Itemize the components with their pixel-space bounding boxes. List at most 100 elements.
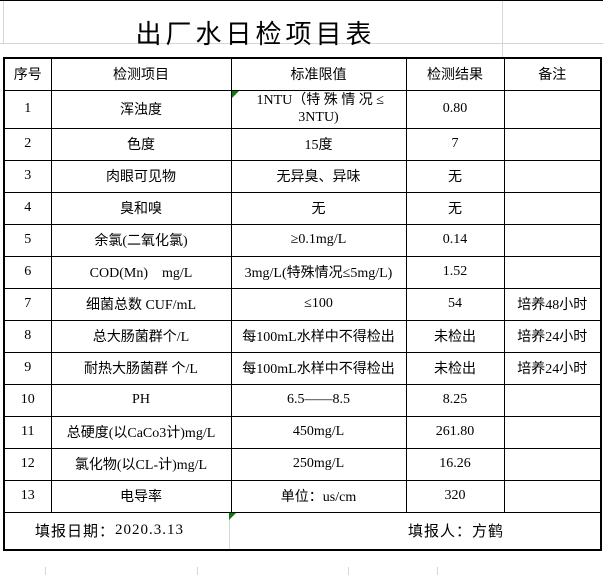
report-date-value: 2020.3.13 [115, 522, 185, 539]
cell-standard[interactable]: 1NTU（特 殊 情 况 ≤ 3NTU) [230, 89, 407, 129]
cell-note[interactable] [503, 479, 602, 513]
table-row: 13 电导率 单位：us/cm 320 [3, 479, 602, 513]
col-header-note[interactable]: 备注 [503, 57, 602, 91]
gridline-stub [348, 567, 349, 575]
cell-item[interactable]: 耐热大肠菌群 个/L [50, 351, 232, 385]
cell-no[interactable]: 2 [3, 127, 52, 161]
cell-result[interactable]: 未检出 [405, 351, 505, 385]
cell-note[interactable] [503, 383, 602, 417]
cell-no[interactable]: 10 [3, 383, 52, 417]
table-row: 2 色度 15度 7 [3, 127, 602, 161]
cell-standard[interactable]: 每100mL水样中不得检出 [230, 319, 407, 353]
cell-standard[interactable]: 250mg/L [230, 447, 407, 481]
cell-note[interactable] [503, 415, 602, 449]
top-border-line [0, 0, 603, 1]
report-date[interactable]: 填报日期： 2020.3.13 [35, 513, 185, 549]
table-row: 4 臭和嗅无无 [3, 191, 602, 225]
cell-item[interactable]: COD(Mn) mg/L [50, 255, 232, 289]
cell-result[interactable]: 0.80 [405, 89, 505, 129]
cell-no[interactable]: 5 [3, 223, 52, 257]
gridline-vertical [3, 1, 4, 43]
cell-standard[interactable]: 单位：us/cm [230, 479, 407, 513]
cell-no[interactable]: 11 [3, 415, 52, 449]
cell-note[interactable]: 培养48小时 [503, 287, 602, 321]
reporter-label: 填报人： [407, 524, 472, 541]
cell-item[interactable]: 总大肠菌群个/L [50, 319, 232, 353]
cell-result[interactable]: 无 [405, 191, 505, 225]
col-header-result[interactable]: 检测结果 [405, 57, 505, 91]
cell-no[interactable]: 12 [3, 447, 52, 481]
cell-result[interactable]: 8.25 [405, 383, 505, 417]
table-row: 1 浑浊度 1NTU（特 殊 情 况 ≤ 3NTU) 0.80 [3, 89, 602, 129]
col-header-item[interactable]: 检测项目 [50, 57, 232, 91]
cell-item[interactable]: 肉眼可见物 [50, 159, 232, 193]
footer-cell-gridline [229, 513, 230, 549]
cell-note[interactable] [503, 159, 602, 193]
cell-standard[interactable]: 15度 [230, 127, 407, 161]
cell-no[interactable]: 3 [3, 159, 52, 193]
table-row: 9 耐热大肠菌群 个/L 每100mL水样中不得检出 未检出 培养24小时 [3, 351, 602, 385]
cell-item[interactable]: 色度 [50, 127, 232, 161]
table-row: 11 总硬度(以CaCo3计)mg/L 450mg/L 261.80 [3, 415, 602, 449]
cell-standard[interactable]: 无 [230, 191, 407, 225]
cell-standard[interactable]: 每100mL水样中不得检出 [230, 351, 407, 385]
table-row: 8 总大肠菌群个/L 每100mL水样中不得检出 未检出 培养24小时 [3, 319, 602, 353]
cell-note[interactable] [503, 255, 602, 289]
cell-item[interactable]: 臭和嗅 [50, 191, 232, 225]
cell-item[interactable]: 余氯(二氧化氯) [50, 223, 232, 257]
cell-item[interactable]: 细菌总数 CUF/mL [50, 287, 232, 321]
cell-item[interactable]: 浑浊度 [50, 89, 232, 129]
cell-note[interactable] [503, 223, 602, 257]
col-header-standard[interactable]: 标准限值 [230, 57, 407, 91]
cell-note[interactable] [503, 89, 602, 129]
cell-no[interactable]: 1 [3, 89, 52, 129]
page-title[interactable]: 出厂水日检项目表 [135, 19, 376, 49]
cell-result[interactable]: 7 [405, 127, 505, 161]
cell-item[interactable]: PH [50, 383, 232, 417]
cell-standard[interactable]: 450mg/L [230, 415, 407, 449]
cell-no[interactable]: 6 [3, 255, 52, 289]
table-row: 7 细菌总数 CUF/mL ≤100 54 培养48小时 [3, 287, 602, 321]
cell-result[interactable]: 1.52 [405, 255, 505, 289]
cell-note[interactable] [503, 191, 602, 225]
cell-no[interactable]: 7 [3, 287, 52, 321]
gridline-stub [437, 567, 438, 575]
cell-note[interactable]: 培养24小时 [503, 319, 602, 353]
cell-no[interactable]: 9 [3, 351, 52, 385]
cell-item[interactable]: 总硬度(以CaCo3计)mg/L [50, 415, 232, 449]
cell-note[interactable] [503, 127, 602, 161]
cell-result[interactable]: 16.26 [405, 447, 505, 481]
cell-result[interactable]: 261.80 [405, 415, 505, 449]
cell-result[interactable]: 320 [405, 479, 505, 513]
error-indicator-icon [232, 91, 239, 98]
error-indicator-icon [229, 513, 236, 520]
cell-result[interactable]: 54 [405, 287, 505, 321]
gridline-stub [197, 567, 198, 575]
cell-result[interactable]: 无 [405, 159, 505, 193]
col-header-no[interactable]: 序号 [3, 57, 52, 91]
cell-note[interactable] [503, 447, 602, 481]
cell-no[interactable]: 4 [3, 191, 52, 225]
reporter-value: 方鹤 [471, 524, 504, 541]
reporter[interactable]: 填报人： 方鹤 [407, 513, 504, 549]
table-row: 6 COD(Mn) mg/L 3mg/L(特殊情况≤5mg/L) 1.52 [3, 255, 602, 289]
cell-item[interactable]: 氯化物(以CL-计)mg/L [50, 447, 232, 481]
cell-standard[interactable]: ≥0.1mg/L [230, 223, 407, 257]
cell-standard[interactable]: 6.5——8.5 [230, 383, 407, 417]
gridline-stub [45, 567, 46, 575]
table-row: 5 余氯(二氧化氯) ≥0.1mg/L 0.14 [3, 223, 602, 257]
report-date-label: 填报日期： [35, 524, 116, 541]
table-row: 12 氯化物(以CL-计)mg/L 250mg/L 16.26 [3, 447, 602, 481]
cell-no[interactable]: 8 [3, 319, 52, 353]
cell-item[interactable]: 电导率 [50, 479, 232, 513]
cell-result[interactable]: 0.14 [405, 223, 505, 257]
footer-row: 填报日期： 2020.3.13 填报人： 方鹤 [3, 511, 602, 551]
gridline-horizontal [0, 43, 603, 44]
cell-note[interactable]: 培养24小时 [503, 351, 602, 385]
cell-standard[interactable]: ≤100 [230, 287, 407, 321]
cell-result[interactable]: 未检出 [405, 319, 505, 353]
cell-standard[interactable]: 3mg/L(特殊情况≤5mg/L) [230, 255, 407, 289]
cell-standard[interactable]: 无异臭、异味 [230, 159, 407, 193]
table-row: 3 肉眼可见物 无异臭、异味无 [3, 159, 602, 193]
cell-no[interactable]: 13 [3, 479, 52, 513]
